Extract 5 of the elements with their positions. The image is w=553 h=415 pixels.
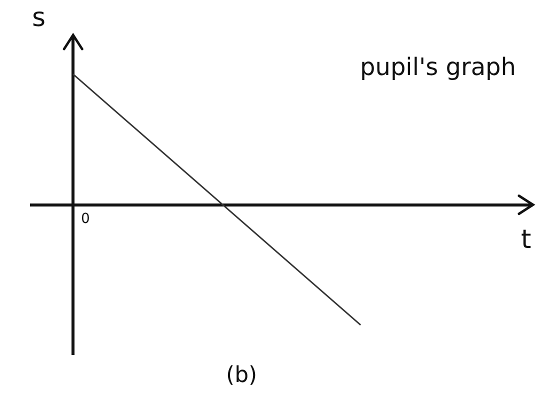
text: (b) — [226, 363, 258, 388]
y-axis-title: s — [32, 3, 46, 33]
annotation: pupil's graph — [360, 53, 516, 81]
annotation: 0 — [81, 211, 90, 227]
x-axis-title: t — [521, 225, 532, 255]
